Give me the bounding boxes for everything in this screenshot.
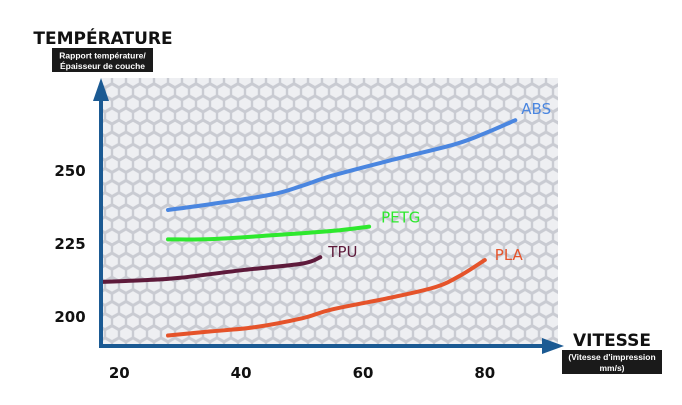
y-axis-arrow-icon: [93, 78, 109, 101]
series-line-abs: [166, 118, 518, 212]
x-tick-labels: 20 40 60 80: [109, 364, 495, 382]
plot-area-background: [101, 78, 558, 345]
x-axis-subtitle-line-2: mm/s): [599, 363, 624, 373]
x-axis-subtitle-box: [562, 350, 662, 374]
x-axis-subtitle-line-1: (Vitesse d'impression: [568, 352, 655, 362]
series-label-pla: PLA: [495, 246, 524, 264]
y-axis-title: TEMPÉRATURE: [33, 27, 172, 49]
x-axis-arrow-icon: [542, 338, 564, 354]
y-tick-label: 200: [54, 308, 85, 326]
series-label-abs: ABS: [521, 100, 551, 118]
y-tick-labels: 200 225 250: [54, 162, 85, 326]
y-axis-subtitle-box: [52, 48, 153, 72]
series-line-pla: [166, 258, 487, 338]
series-label-tpu: TPU: [327, 243, 357, 261]
y-tick-label: 250: [54, 162, 85, 180]
x-axis-title: VITESSE: [573, 331, 651, 351]
series-layer: ABS PETG TPU PLA: [99, 100, 551, 338]
x-tick-label: 40: [231, 364, 252, 382]
series-line-petg: [166, 224, 372, 242]
series-label-petg: PETG: [381, 209, 420, 227]
series-line-tpu: [99, 255, 323, 284]
y-axis-subtitle-line-2: Épaisseur de couche: [60, 61, 145, 71]
x-tick-label: 80: [474, 364, 495, 382]
x-tick-label: 60: [353, 364, 374, 382]
y-axis-subtitle-line-1: Rapport température/: [59, 51, 146, 61]
y-tick-label: 225: [54, 235, 85, 253]
x-tick-label: 20: [109, 364, 130, 382]
